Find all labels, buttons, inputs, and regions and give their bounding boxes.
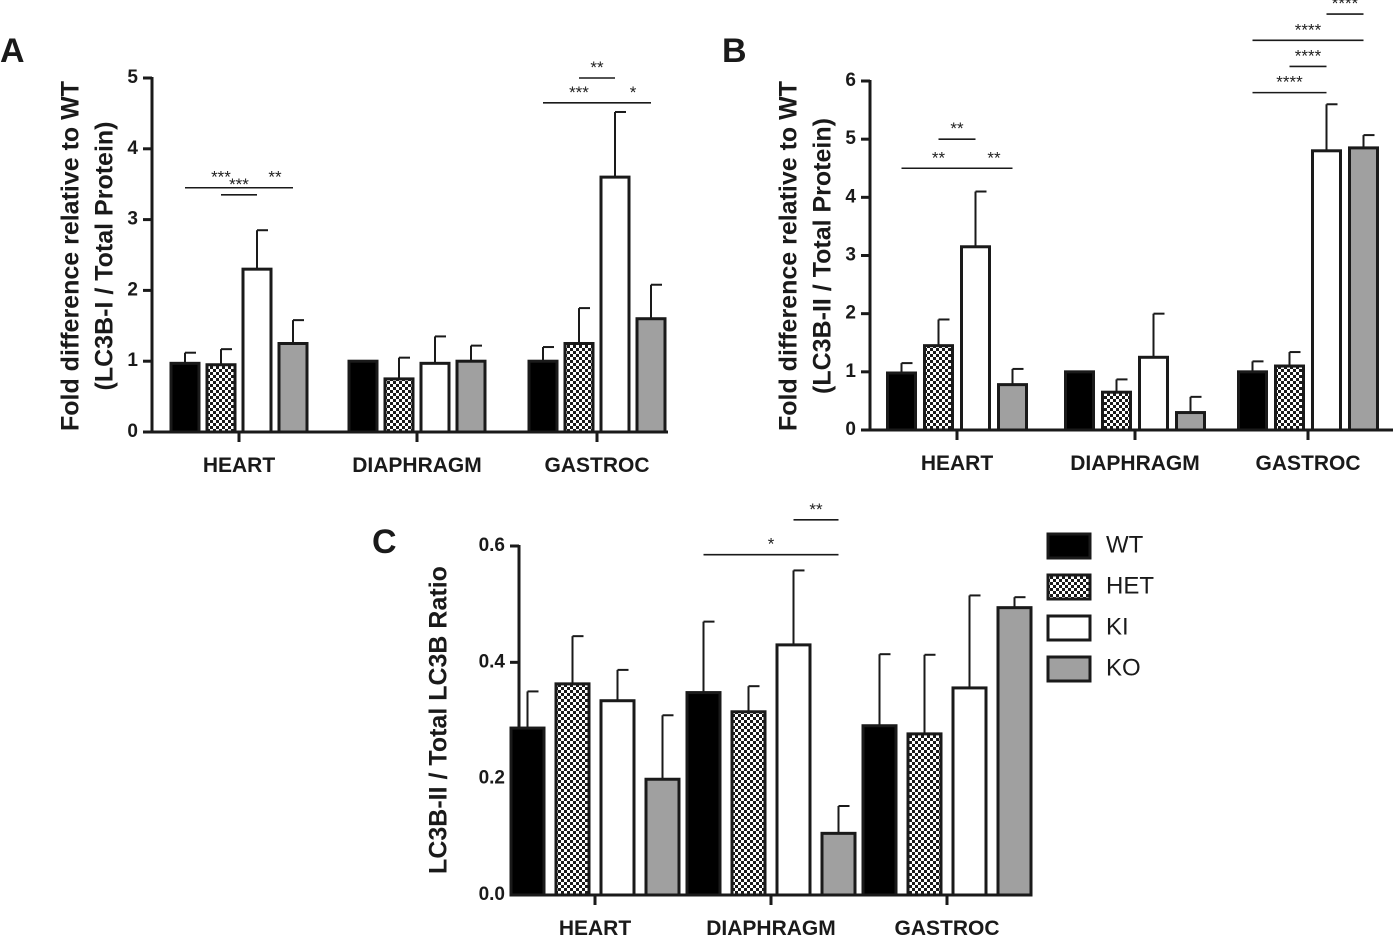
significance-label: ***: [569, 83, 589, 102]
legend-swatch-wt: [1046, 532, 1092, 560]
bar-het: [730, 710, 767, 897]
bar-wt: [685, 691, 722, 897]
y-tick-label: 0: [127, 421, 138, 442]
x-tick-label: GASTROC: [895, 917, 1000, 939]
legend-swatch-ko: [1046, 655, 1092, 683]
bar-het: [923, 344, 954, 432]
y-axis-label: Fold difference relative to WT: [57, 81, 85, 431]
legend-label-ko: KO: [1106, 654, 1141, 681]
bar-ko: [644, 777, 681, 897]
bar-ki: [1311, 149, 1342, 432]
y-tick-label: 6: [845, 70, 856, 91]
bar-ko: [996, 606, 1033, 897]
x-tick-label: HEART: [921, 452, 994, 475]
legend: WT HET KI KO: [1046, 531, 1154, 683]
significance-label: ****: [1295, 20, 1322, 39]
legend-swatch-het: [1046, 573, 1092, 601]
bar-het: [906, 732, 943, 897]
chart-panel-a: A Fold difference relative to WT (LC3B-I /…: [0, 32, 668, 477]
y-tick-label: 0: [845, 419, 856, 440]
bar-ki: [419, 361, 451, 434]
bar-ki: [599, 175, 631, 434]
x-tick-label: GASTROC: [1256, 452, 1361, 475]
significance-label: **: [268, 168, 282, 187]
bar-het: [1101, 390, 1132, 432]
bar-wt: [861, 724, 898, 897]
y-axis-label: (LC3B-II / Total Protein): [809, 118, 837, 394]
significance-label: *: [630, 83, 637, 102]
x-tick-label: HEART: [559, 917, 632, 939]
y-tick-label: 1: [845, 361, 856, 382]
x-tick-label: DIAPHRAGM: [1070, 452, 1200, 475]
significance-label: **: [932, 148, 946, 167]
bar-ko: [277, 342, 309, 434]
panel-letter-c: C: [372, 523, 397, 561]
bar-wt: [169, 361, 201, 434]
y-axis-label: LC3B-II / Total LC3B Ratio: [425, 566, 453, 874]
significance-label: ***: [229, 175, 249, 194]
bar-ko: [1348, 146, 1379, 432]
y-tick-label: 5: [127, 67, 138, 88]
bar-ko: [997, 383, 1028, 432]
y-tick-label: 0.0: [479, 884, 505, 905]
x-tick-label: GASTROC: [545, 454, 650, 477]
x-tick-label: HEART: [203, 454, 276, 477]
bar-het: [563, 342, 595, 434]
y-tick-label: 0.4: [479, 651, 506, 672]
y-tick-label: 3: [845, 245, 856, 266]
y-tick-label: 5: [845, 128, 856, 149]
bar-ko: [1175, 411, 1206, 432]
panel-letter-b: B: [722, 32, 747, 70]
bar-ki: [951, 686, 988, 897]
bar-het: [383, 377, 415, 434]
significance-label: ***: [211, 168, 231, 187]
legend-label-het: HET: [1106, 572, 1154, 599]
bar-ki: [599, 699, 636, 897]
x-tick-label: DIAPHRAGM: [706, 917, 836, 939]
panel-letter-a: A: [0, 32, 25, 70]
significance-label: **: [987, 148, 1001, 167]
y-tick-label: 2: [127, 279, 138, 300]
bar-wt: [1237, 370, 1268, 432]
legend-swatch-ki: [1046, 614, 1092, 642]
bar-ki: [775, 643, 812, 897]
legend-label-ki: KI: [1106, 613, 1129, 640]
bar-het: [1274, 364, 1305, 432]
bar-wt: [1064, 370, 1095, 432]
legend-label-wt: WT: [1106, 531, 1144, 558]
significance-label: ****: [1295, 46, 1322, 65]
y-axis-label: (LC3B-I / Total Protein): [91, 122, 119, 391]
bar-ko: [820, 831, 857, 897]
x-tick-label: DIAPHRAGM: [352, 454, 482, 477]
y-tick-label: 0.6: [479, 535, 505, 556]
y-tick-label: 3: [127, 209, 138, 230]
bar-ki: [960, 245, 991, 432]
significance-label: *: [768, 535, 775, 554]
y-tick-label: 2: [845, 303, 856, 324]
y-tick-label: 1: [127, 350, 138, 371]
significance-label: **: [590, 58, 604, 77]
bar-wt: [509, 726, 546, 897]
bar-wt: [347, 359, 379, 434]
chart-panel-b: B Fold difference relative to WT (LC3B-II …: [722, 0, 1393, 475]
significance-label: ****: [1276, 73, 1303, 92]
bar-ki: [1138, 355, 1169, 432]
y-tick-label: 4: [845, 186, 856, 207]
y-axis-label: Fold difference relative to WT: [775, 81, 803, 431]
y-tick-label: 4: [127, 138, 138, 159]
bar-wt: [527, 359, 559, 434]
bar-het: [554, 682, 591, 897]
bar-ko: [635, 317, 667, 434]
significance-label: **: [809, 500, 823, 519]
bar-het: [205, 363, 237, 434]
significance-label: **: [950, 119, 964, 138]
chart-panel-c: C LC3B-II / Total LC3B Ratio 0.0 0.2 0.4 0.6 H…: [372, 500, 1033, 939]
significance-label: ****: [1332, 0, 1359, 13]
bar-ki: [241, 267, 273, 434]
bar-wt: [886, 371, 917, 432]
bar-ko: [455, 359, 487, 434]
y-tick-label: 0.2: [479, 768, 505, 789]
